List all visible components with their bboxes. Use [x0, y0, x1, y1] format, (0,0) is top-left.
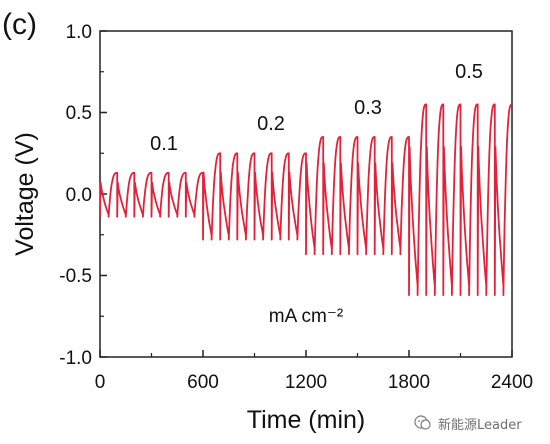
- x-axis-title: Time (min): [247, 406, 366, 434]
- y-axis-title: Voltage (V): [11, 132, 39, 256]
- annotation-0-5: 0.5: [455, 61, 483, 83]
- y-axis: 1.0 0.5 0.0 -0.5 -1.0: [59, 22, 107, 369]
- y-tick-label: 1.0: [66, 22, 92, 43]
- voltage-series-line: [99, 103, 513, 296]
- x-tick-label: 2400: [491, 372, 533, 393]
- wechat-logo-icon: [414, 415, 431, 430]
- unit-label: mA cm⁻²: [269, 306, 343, 327]
- y-tick-label: 0.5: [66, 103, 92, 124]
- x-tick-label: 1800: [388, 372, 430, 393]
- x-tick-label: 600: [187, 372, 219, 393]
- annotation-0-3: 0.3: [354, 97, 382, 119]
- x-tick-label: 0: [95, 372, 106, 393]
- panel-label: (c): [2, 8, 37, 41]
- watermark-text: 新能源Leader: [438, 417, 522, 433]
- y-tick-label: 0.0: [66, 185, 92, 206]
- x-axis: 0 600 1200 1800 2400: [95, 350, 533, 393]
- y-tick-label: -0.5: [59, 266, 92, 287]
- annotation-0-2: 0.2: [257, 113, 285, 135]
- x-tick-label: 1200: [285, 372, 327, 393]
- watermark: 新能源Leader: [413, 410, 522, 436]
- y-tick-label: -1.0: [59, 348, 92, 369]
- annotation-0-1: 0.1: [150, 133, 178, 155]
